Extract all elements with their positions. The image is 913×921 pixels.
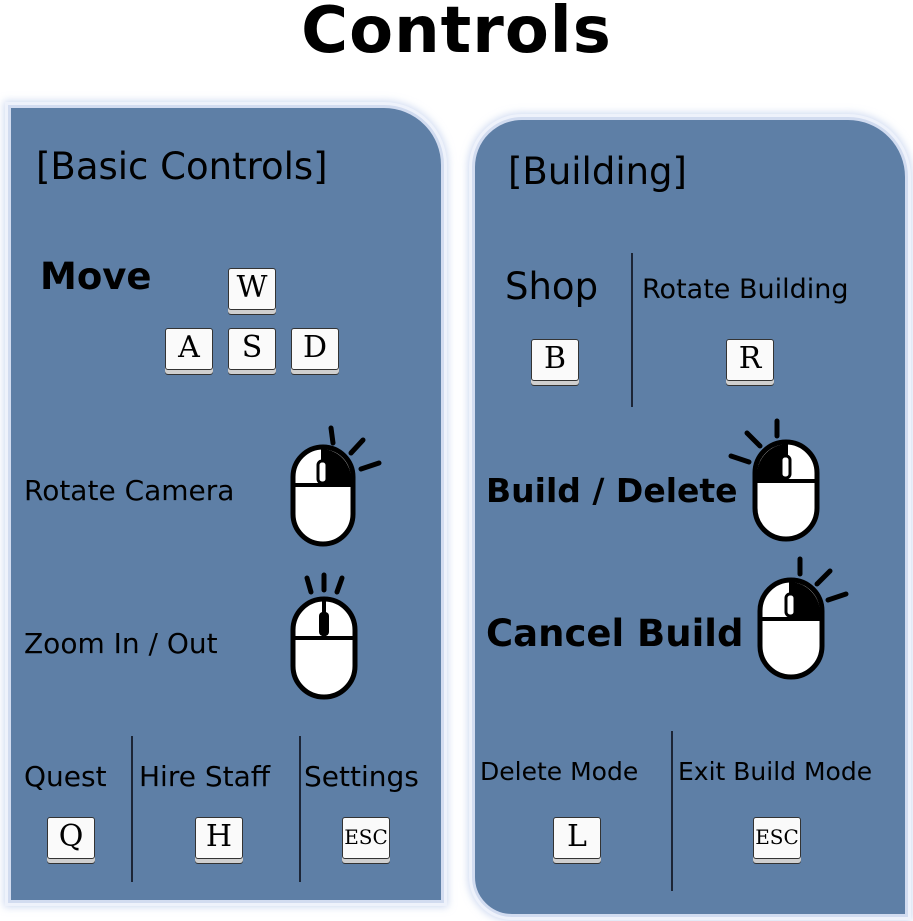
key-a: A	[165, 328, 213, 370]
exit-build-mode-label: Exit Build Mode	[678, 757, 873, 786]
cancel-build-label: Cancel Build	[486, 612, 744, 655]
key-s: S	[228, 328, 276, 370]
shop-divider	[631, 253, 633, 407]
settings-label: Settings	[304, 760, 419, 793]
mouse-left-click-icon	[728, 418, 820, 542]
shortcut-divider	[671, 731, 673, 891]
rotate-building-label: Rotate Building	[642, 274, 849, 305]
quest-label: Quest	[24, 760, 107, 793]
zoom-label: Zoom In / Out	[24, 627, 218, 660]
delete-mode-label: Delete Mode	[480, 757, 639, 786]
key-b: B	[531, 339, 579, 381]
shortcut-divider	[299, 736, 301, 882]
key-r: R	[726, 339, 774, 381]
key-l: L	[553, 817, 601, 859]
key-esc: ESC	[342, 817, 390, 859]
basic-controls-panel	[8, 105, 444, 903]
key-esc: ESC	[753, 817, 801, 859]
mouse-scroll-wheel-icon	[290, 572, 358, 700]
build-delete-label: Build / Delete	[486, 471, 738, 510]
key-w: W	[228, 268, 276, 310]
shop-label: Shop	[505, 265, 599, 308]
building-heading: [Building]	[508, 150, 687, 193]
hire-staff-label: Hire Staff	[139, 760, 271, 793]
mouse-right-click-icon	[757, 556, 849, 680]
key-h: H	[195, 817, 243, 859]
basic-controls-heading: [Basic Controls]	[36, 145, 328, 188]
key-d: D	[291, 328, 339, 370]
building-panel	[472, 117, 908, 917]
mouse-right-click-icon	[290, 425, 382, 547]
move-label: Move	[40, 255, 152, 298]
key-q: Q	[47, 817, 95, 859]
shortcut-divider	[131, 736, 133, 882]
rotate-camera-label: Rotate Camera	[24, 474, 235, 507]
page-title: Controls	[301, 0, 612, 68]
